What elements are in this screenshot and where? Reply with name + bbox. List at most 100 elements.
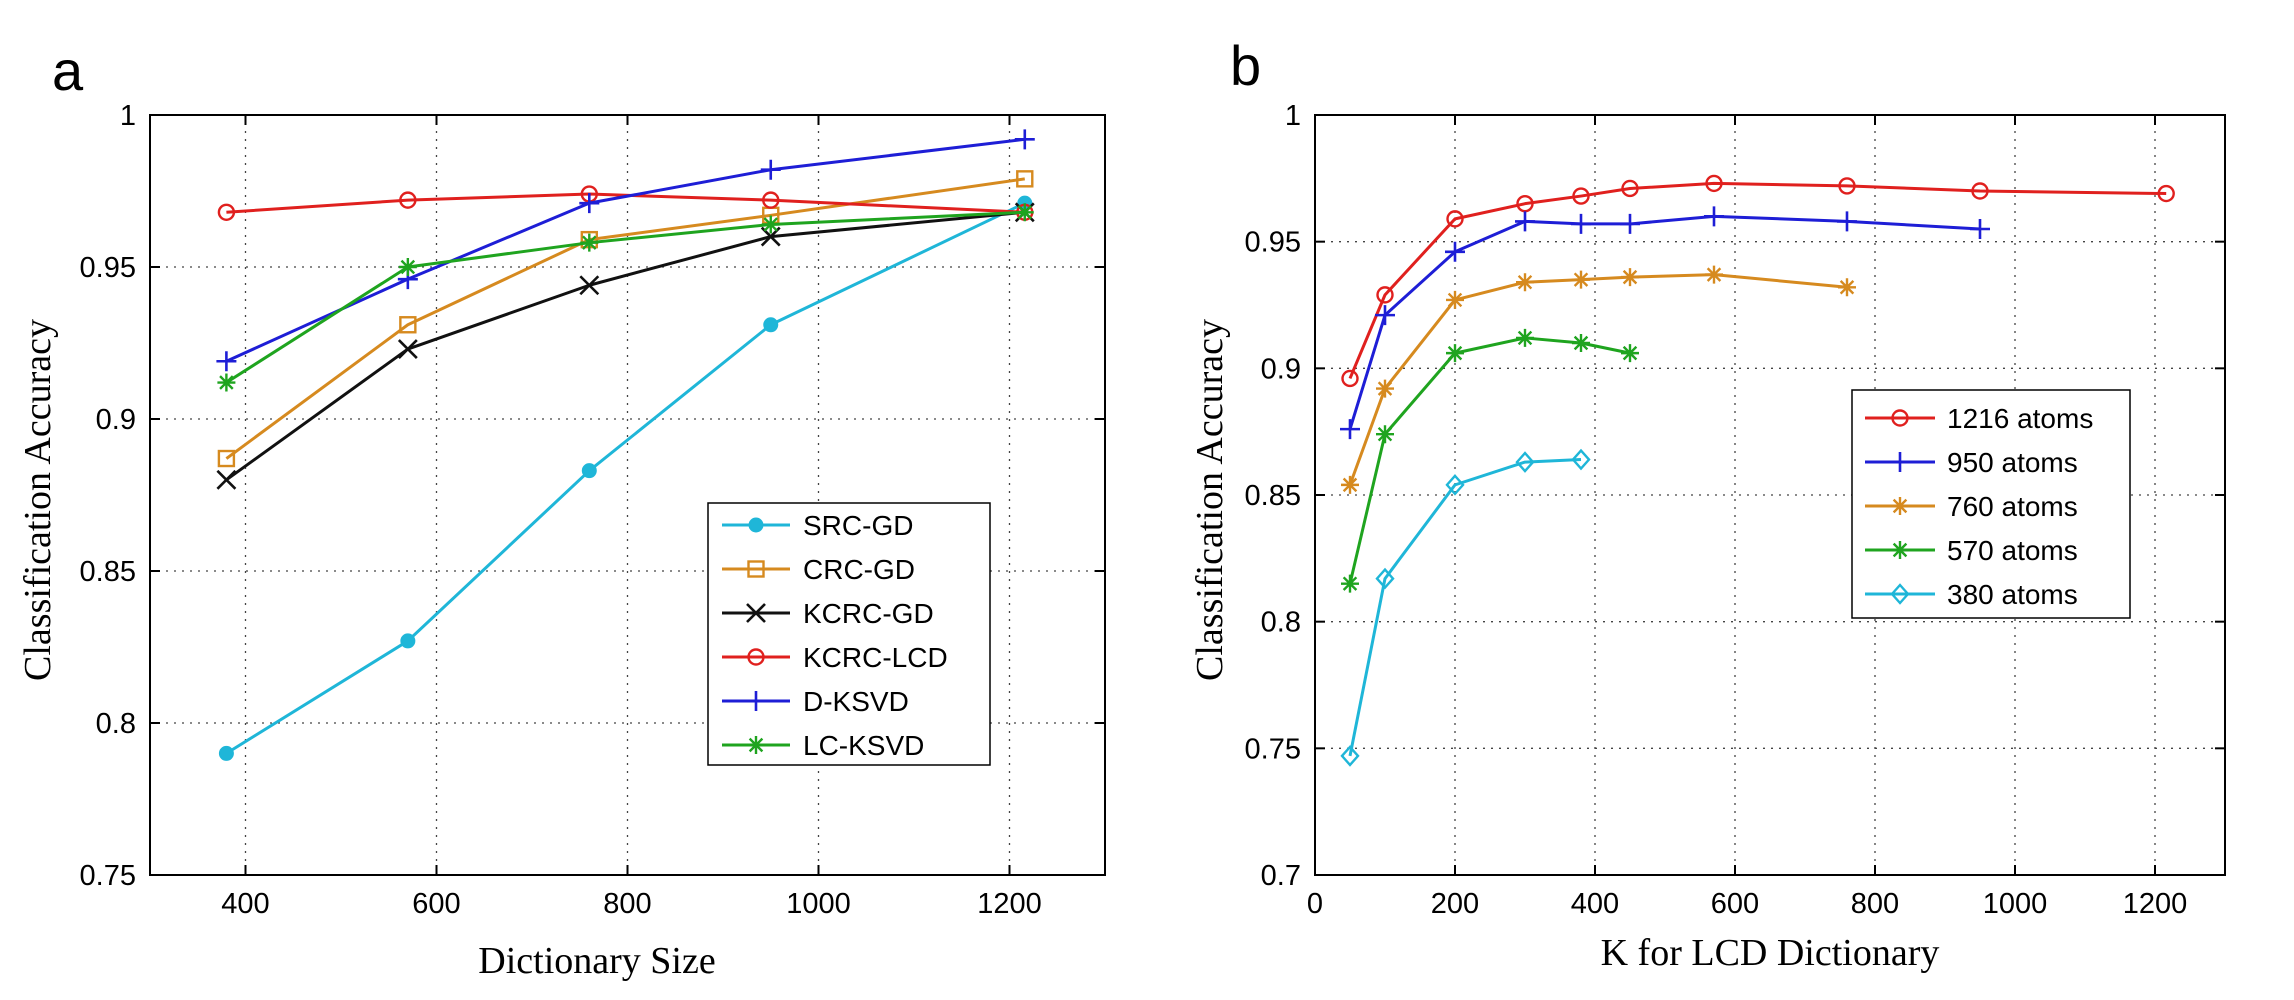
data-point-950-atoms xyxy=(1375,305,1395,326)
data-point-760-atoms xyxy=(1838,278,1856,297)
legend-label-380-atoms: 380 atoms xyxy=(1947,579,2078,610)
y-tick-label: 0.85 xyxy=(1245,480,1301,512)
x-tick-label: 1000 xyxy=(786,888,851,920)
panel-a-series xyxy=(216,129,1035,761)
data-point-570-atoms xyxy=(1516,328,1534,347)
legend-marker-kcrc-gd xyxy=(746,603,766,623)
data-point-950-atoms xyxy=(1620,213,1640,234)
y-tick-label: 1 xyxy=(120,100,136,132)
data-point-760-atoms xyxy=(1572,270,1590,289)
legend-label-lc-ksvd: LC-KSVD xyxy=(803,730,924,761)
data-point-kcrc-lcd xyxy=(762,191,780,209)
legend-marker-crc-gd xyxy=(747,560,765,578)
series-line-d-ksvd xyxy=(225,137,1025,363)
data-point-1216-atoms xyxy=(2157,184,2175,203)
series-line-crc-gd xyxy=(225,177,1025,460)
panel-a-ticks: 400 600 800 1000 1200 0.75 0.8 0.85 0.9 0.95 1 xyxy=(80,100,1105,920)
legend-marker-1216-atoms xyxy=(1891,409,1909,427)
data-point-760-atoms xyxy=(1341,475,1359,494)
y-tick-label: 0.8 xyxy=(96,708,136,740)
series-line-760-atoms xyxy=(1348,273,1848,486)
data-point-src-gd xyxy=(218,745,234,761)
data-point-1216-atoms xyxy=(1376,286,1394,304)
data-point-950-atoms xyxy=(1704,206,1724,227)
data-point-src-gd xyxy=(400,633,416,649)
x-tick-label: 1200 xyxy=(977,888,1042,920)
y-tick-label: 0.75 xyxy=(1245,733,1301,765)
data-point-760-atoms xyxy=(1621,268,1639,287)
data-point-950-atoms xyxy=(1340,419,1360,440)
legend-label-kcrc-lcd: KCRC-LCD xyxy=(803,642,948,673)
y-tick-label: 0.9 xyxy=(96,404,136,436)
legend-label-760-atoms: 760 atoms xyxy=(1947,491,2078,522)
legend-label-570-atoms: 570 atoms xyxy=(1947,535,2078,566)
panel-a-chart: a 400 600 800 1000 1200 0.75 0.8 0.85 0.9 0.95 1 D… xyxy=(17,39,1106,982)
legend-marker-380-atoms xyxy=(1890,583,1910,605)
x-tick-label: 400 xyxy=(221,888,269,920)
data-point-src-gd xyxy=(581,463,597,479)
x-tick-label: 1000 xyxy=(1983,888,2048,920)
data-point-380-atoms xyxy=(1375,567,1395,590)
panel-a-legend-box xyxy=(707,502,991,766)
x-tick-label: 0 xyxy=(1307,888,1323,920)
data-point-1216-atoms xyxy=(1516,194,1534,213)
data-point-950-atoms xyxy=(1837,211,1857,232)
data-point-570-atoms xyxy=(1341,574,1359,593)
x-tick-label: 200 xyxy=(1431,888,1479,920)
data-point-kcrc-gd xyxy=(579,275,600,296)
data-point-d-ksvd xyxy=(216,351,237,372)
panel-a-y-axis-title: Classification Accuracy xyxy=(17,319,59,681)
series-line-1216-atoms xyxy=(1348,181,2167,380)
data-point-lc-ksvd xyxy=(217,373,236,392)
data-point-lc-ksvd xyxy=(1015,203,1034,222)
legend-marker-lc-ksvd xyxy=(747,736,765,754)
y-tick-label: 1 xyxy=(1285,100,1301,132)
data-point-950-atoms xyxy=(1970,219,1990,239)
panel-b-legend: 1216 atoms 950 atoms 760 atoms 570 atoms 380… xyxy=(1851,389,2131,619)
data-point-380-atoms xyxy=(1445,474,1465,496)
y-tick-label: 0.95 xyxy=(1245,227,1301,259)
legend-label-crc-gd: CRC-GD xyxy=(803,554,915,585)
data-point-kcrc-gd xyxy=(216,469,237,490)
x-tick-label: 1200 xyxy=(2123,888,2188,920)
data-point-crc-gd xyxy=(399,316,417,334)
x-tick-label: 400 xyxy=(1571,888,1619,920)
legend-label-950-atoms: 950 atoms xyxy=(1947,447,2078,478)
data-point-src-gd xyxy=(763,317,779,333)
data-point-lc-ksvd xyxy=(761,215,780,234)
series-line-570-atoms xyxy=(1348,336,1631,585)
panel-b-ticks: 0 200 400 600 800 1000 1200 0.7 0.75 0.8 0.85 0.9 0.… xyxy=(1245,100,2225,920)
legend-marker-950-atoms xyxy=(1890,452,1910,472)
data-point-570-atoms xyxy=(1376,425,1394,444)
data-point-1216-atoms xyxy=(1971,182,1989,200)
data-point-760-atoms xyxy=(1446,290,1464,309)
x-tick-label: 600 xyxy=(1711,888,1759,920)
data-point-950-atoms xyxy=(1515,211,1535,232)
panel-b-chart: b 0 200 400 600 800 1000 1200 0.7 0.75 0.8 0.85 0.9… xyxy=(1189,34,2226,974)
data-point-kcrc-lcd xyxy=(217,203,236,221)
data-point-570-atoms xyxy=(1621,344,1639,363)
panel-b-y-axis-title: Classification Accuracy xyxy=(1189,319,1231,681)
data-point-d-ksvd xyxy=(760,159,781,180)
data-point-950-atoms xyxy=(1445,241,1465,262)
data-point-760-atoms xyxy=(1705,265,1723,284)
data-point-lc-ksvd xyxy=(580,233,599,252)
data-point-kcrc-lcd xyxy=(399,191,417,209)
legend-label-src-gd: SRC-GD xyxy=(803,510,913,541)
legend-marker-760-atoms xyxy=(1891,497,1909,515)
y-tick-label: 0.85 xyxy=(80,556,136,588)
data-point-760-atoms xyxy=(1376,379,1394,398)
y-tick-label: 0.75 xyxy=(80,860,136,892)
data-point-1216-atoms xyxy=(1838,177,1856,195)
x-tick-label: 800 xyxy=(603,888,651,920)
panel-b-x-axis-title: K for LCD Dictionary xyxy=(1601,932,1940,974)
data-point-1216-atoms xyxy=(1572,187,1590,205)
y-tick-label: 0.95 xyxy=(80,252,136,284)
x-tick-label: 600 xyxy=(412,888,460,920)
data-point-d-ksvd xyxy=(1014,129,1035,150)
data-point-crc-gd xyxy=(1016,170,1034,188)
series-line-380-atoms xyxy=(1348,458,1582,757)
data-point-kcrc-gd xyxy=(397,339,418,359)
data-point-crc-gd xyxy=(217,449,236,468)
panel-a-x-axis-title: Dictionary Size xyxy=(478,940,715,982)
